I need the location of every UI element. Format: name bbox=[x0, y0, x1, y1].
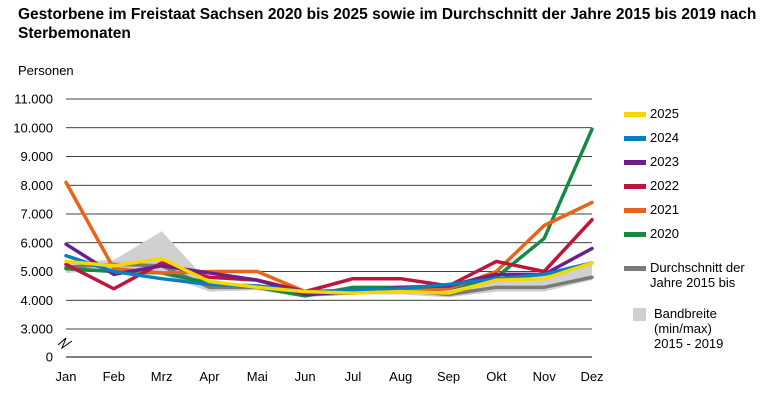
legend-line-swatch bbox=[624, 208, 646, 213]
chart-title: Gestorbene im Freistaat Sachsen 2020 bis… bbox=[18, 6, 757, 42]
x-tick-label: Nov bbox=[533, 369, 557, 384]
legend-line-swatch bbox=[624, 266, 646, 271]
y-tick-label: 0 bbox=[46, 350, 53, 365]
legend-item: 2024 bbox=[624, 130, 679, 145]
legend-label: 2025 bbox=[650, 106, 679, 121]
x-tick-label: Feb bbox=[103, 369, 125, 384]
legend-label: 2021 bbox=[650, 202, 679, 217]
legend-item: 2021 bbox=[624, 202, 679, 217]
legend-line-swatch bbox=[624, 112, 646, 117]
legend-label: 2024 bbox=[650, 130, 679, 145]
x-tick-label: Mai bbox=[247, 369, 268, 384]
y-tick-label: 11.000 bbox=[14, 92, 53, 107]
y-tick-label: 7.000 bbox=[20, 207, 53, 222]
x-tick-label: Okt bbox=[486, 369, 507, 384]
legend-band-swatch bbox=[633, 308, 646, 321]
series-line-2025 bbox=[64, 256, 594, 295]
x-tick-label: Jan bbox=[56, 369, 77, 384]
legend-item: 2020 bbox=[624, 226, 679, 241]
y-axis-label: Personen bbox=[18, 63, 74, 78]
legend-line-swatch bbox=[624, 232, 646, 237]
y-tick-label: 10.000 bbox=[13, 120, 53, 135]
legend-item: Bandbreite (min/max) 2015 - 2019 bbox=[624, 306, 723, 351]
x-tick-label: Sep bbox=[437, 369, 460, 384]
legend-label: 2020 bbox=[650, 226, 679, 241]
y-tick-label: 3.000 bbox=[20, 322, 53, 337]
legend-item: 2022 bbox=[624, 178, 679, 193]
legend-line-swatch bbox=[624, 136, 646, 141]
y-tick-label: 8.000 bbox=[20, 178, 53, 193]
y-tick-label: 5.000 bbox=[20, 264, 53, 279]
x-tick-label: Jun bbox=[295, 369, 316, 384]
legend-label: Bandbreite (min/max) 2015 - 2019 bbox=[654, 306, 724, 351]
legend-line-swatch bbox=[624, 184, 646, 189]
x-tick-label: Apr bbox=[199, 369, 220, 384]
x-tick-label: Dez bbox=[580, 369, 603, 384]
y-tick-label: 9.000 bbox=[20, 149, 53, 164]
y-tick-label: 6.000 bbox=[20, 235, 53, 250]
axis-break-marker bbox=[57, 337, 73, 350]
legend-label: Durchschnitt der Jahre 2015 bis bbox=[650, 260, 745, 290]
y-tick-label: 4.000 bbox=[20, 293, 53, 308]
legend-label: 2023 bbox=[650, 154, 679, 169]
x-tick-label: Mrz bbox=[151, 369, 173, 384]
legend-item: 2023 bbox=[624, 154, 679, 169]
legend-line-swatch bbox=[624, 160, 646, 165]
x-tick-label: Aug bbox=[389, 369, 412, 384]
legend-item: 2025 bbox=[624, 106, 679, 121]
legend-label: 2022 bbox=[650, 178, 679, 193]
legend-item: Durchschnitt der Jahre 2015 bis bbox=[624, 260, 745, 290]
x-tick-label: Jul bbox=[345, 369, 362, 384]
